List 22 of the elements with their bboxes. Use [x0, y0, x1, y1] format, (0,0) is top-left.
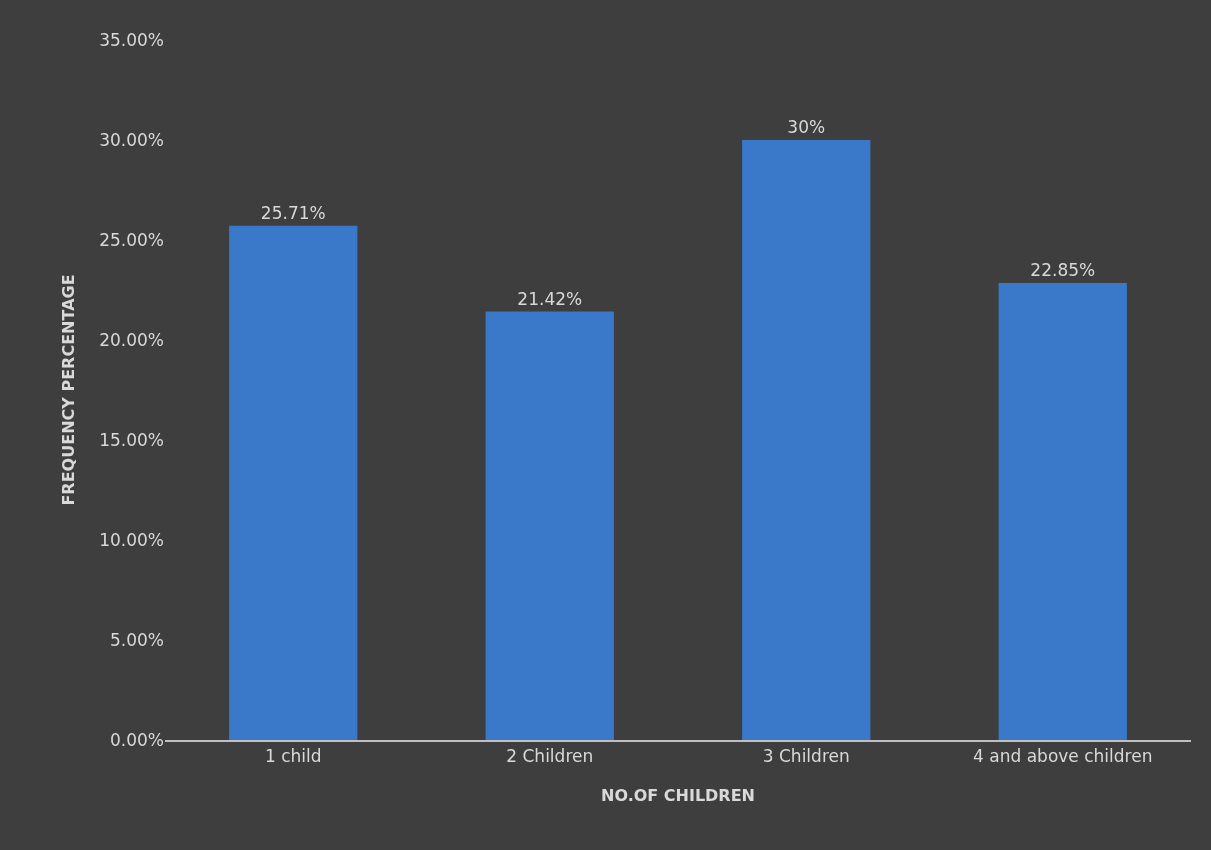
data-label: 21.42% [517, 288, 583, 309]
x-tick-label: 4 and above children [973, 746, 1153, 767]
data-label: 25.71% [260, 202, 326, 223]
bar [998, 283, 1127, 740]
y-tick-label: 20.00% [99, 329, 164, 350]
y-tick-label: 35.00% [99, 29, 164, 50]
bar [229, 225, 358, 740]
x-tick-label: 3 Children [762, 746, 850, 767]
y-tick-label: 0.00% [109, 729, 164, 750]
y-tick-label: 30.00% [99, 129, 164, 150]
bar [742, 140, 871, 740]
y-tick-label: 25.00% [99, 229, 164, 250]
data-label: 30% [787, 117, 826, 137]
y-tick-label: 5.00% [109, 629, 164, 650]
x-tick-label: 1 child [264, 746, 322, 767]
y-tick-label: 15.00% [99, 429, 164, 450]
y-tick-label: 10.00% [99, 529, 164, 550]
y-axis-title: FREQUENCY PERCENTAGE [59, 274, 79, 506]
bar [485, 311, 614, 740]
data-label: 22.85% [1030, 260, 1096, 280]
x-tick-label: 2 Children [506, 746, 594, 767]
x-axis-title: NO.OF CHILDREN [600, 786, 756, 806]
